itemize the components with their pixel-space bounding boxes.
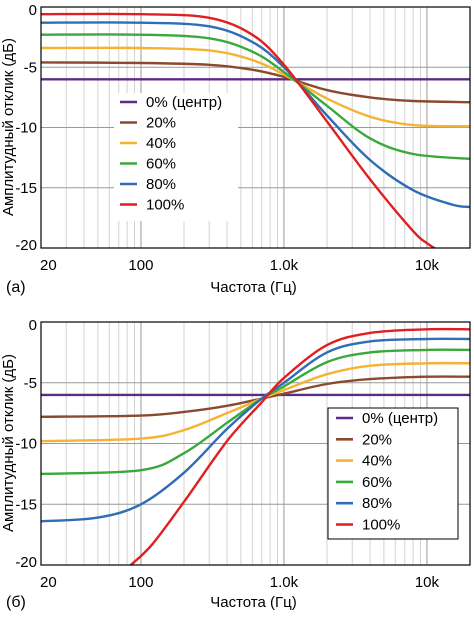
x-tick-label: 10k — [415, 257, 440, 274]
y-tick-label: -20 — [15, 237, 37, 254]
y-tick-label: -15 — [15, 496, 37, 513]
series-group — [41, 12, 470, 248]
legend-entry-label: 40% — [362, 453, 392, 470]
legend-entry-label: 100% — [362, 517, 400, 534]
legend: 0% (центр) 20% 40% 60% 80% 100% — [114, 93, 238, 221]
panel-label: (a) — [6, 279, 26, 296]
x-tick-label: 100 — [128, 574, 153, 591]
legend-box — [327, 407, 459, 540]
x-tick-label: 10k — [415, 574, 440, 591]
y-tick-label: -10 — [15, 436, 37, 453]
series-line-60- — [41, 33, 470, 160]
series-line-40- — [41, 46, 470, 128]
plot-frame — [40, 321, 471, 566]
y-tick-label: -15 — [15, 180, 37, 197]
x-tick-label: 20 — [40, 257, 57, 274]
x-tick-label: 1.0k — [270, 574, 299, 591]
y-tick-label: 0 — [29, 2, 37, 19]
series-line-80- — [41, 337, 470, 523]
y-tick-label: -5 — [24, 59, 37, 76]
y-tick-label: -10 — [15, 120, 37, 137]
x-tick-label: 100 — [128, 257, 153, 274]
x-tick-label: 1.0k — [270, 257, 299, 274]
legend-entry-label: 60% — [362, 474, 392, 491]
y-tick-label: -5 — [24, 375, 37, 392]
legend-entry-label: 100% — [146, 197, 184, 214]
series-line-80- — [41, 21, 470, 209]
x-axis-label: Частота (Гц) — [210, 279, 296, 296]
y-axis-label: Амплитудный отклик (дБ) — [0, 38, 17, 216]
chart-panel-2: 20 100 1.0k 10k 0 -5 -10 -15 -20 Частота (Гц) Ампл… — [0, 317, 471, 611]
series-line-100- — [129, 327, 470, 565]
panel-label: (б) — [6, 594, 26, 611]
series-group — [41, 327, 470, 565]
chart-panel-1: 20 100 1.0k 10k 0 -5 -10 -15 -20 Частота (Гц) Ампл… — [0, 2, 471, 296]
x-axis-label: Частота (Гц) — [210, 594, 296, 611]
y-axis-label: Амплитудный отклик (дБ) — [0, 354, 17, 532]
legend-entry-label: 80% — [146, 176, 176, 193]
legend-entry-label: 0% (центр) — [146, 94, 222, 111]
legend-entry-label: 40% — [146, 135, 176, 152]
legend-background — [114, 93, 238, 221]
legend-entry-label: 80% — [362, 495, 392, 512]
series-line-20- — [41, 375, 470, 418]
legend-entry-label: 60% — [146, 156, 176, 173]
x-tick-label: 20 — [40, 574, 57, 591]
series-line-20- — [41, 61, 470, 104]
y-tick-label: 0 — [29, 317, 37, 334]
series-line-100- — [41, 12, 437, 248]
y-tick-label: -20 — [15, 554, 37, 571]
legend-entry-label: 20% — [362, 431, 392, 448]
legend-entry-label: 0% (центр) — [362, 410, 438, 427]
plot-frame — [40, 6, 471, 249]
legend-entry-label: 20% — [146, 115, 176, 132]
legend: 0% (центр) 20% 40% 60% 80% 100% — [327, 407, 459, 540]
